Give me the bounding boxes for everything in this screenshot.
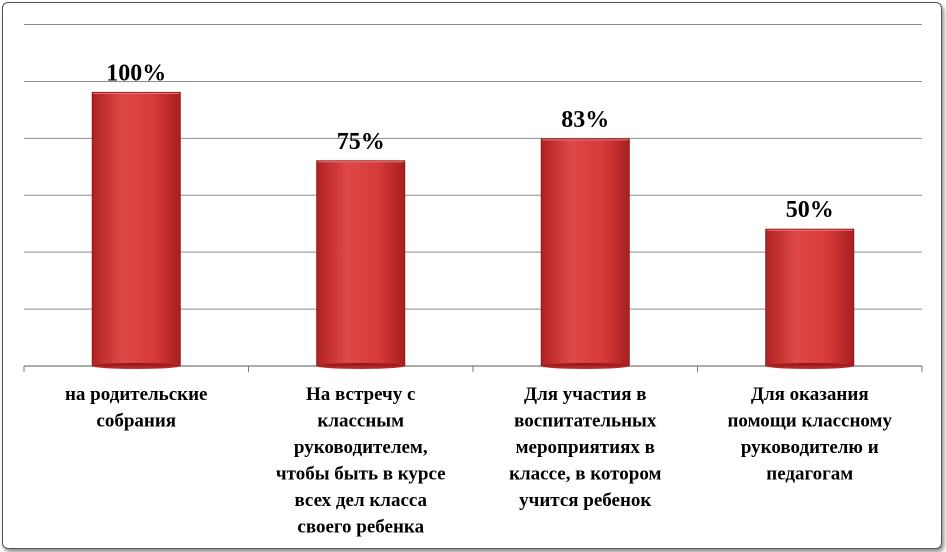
data-label: 83% [561,107,609,133]
data-labels: 100% 75% 83% 50% [106,60,834,223]
category-labels: на родительские собрания На встречу с класс… [65,384,893,538]
bar [316,160,406,369]
data-label: 100% [106,60,166,86]
category-label: Для оказания помощи классному руководителю… [727,384,892,485]
category-label: Для участия в воспитательных мероприятиях … [509,384,661,511]
category-label: На встречу с классным руководителем, чтобы … [276,384,446,538]
category-label: на родительские собрания [65,384,208,432]
bars [91,91,855,369]
bar [91,91,181,369]
data-label: 75% [337,129,385,155]
bar [765,228,855,369]
data-label: 50% [786,197,834,223]
bar [540,138,630,369]
